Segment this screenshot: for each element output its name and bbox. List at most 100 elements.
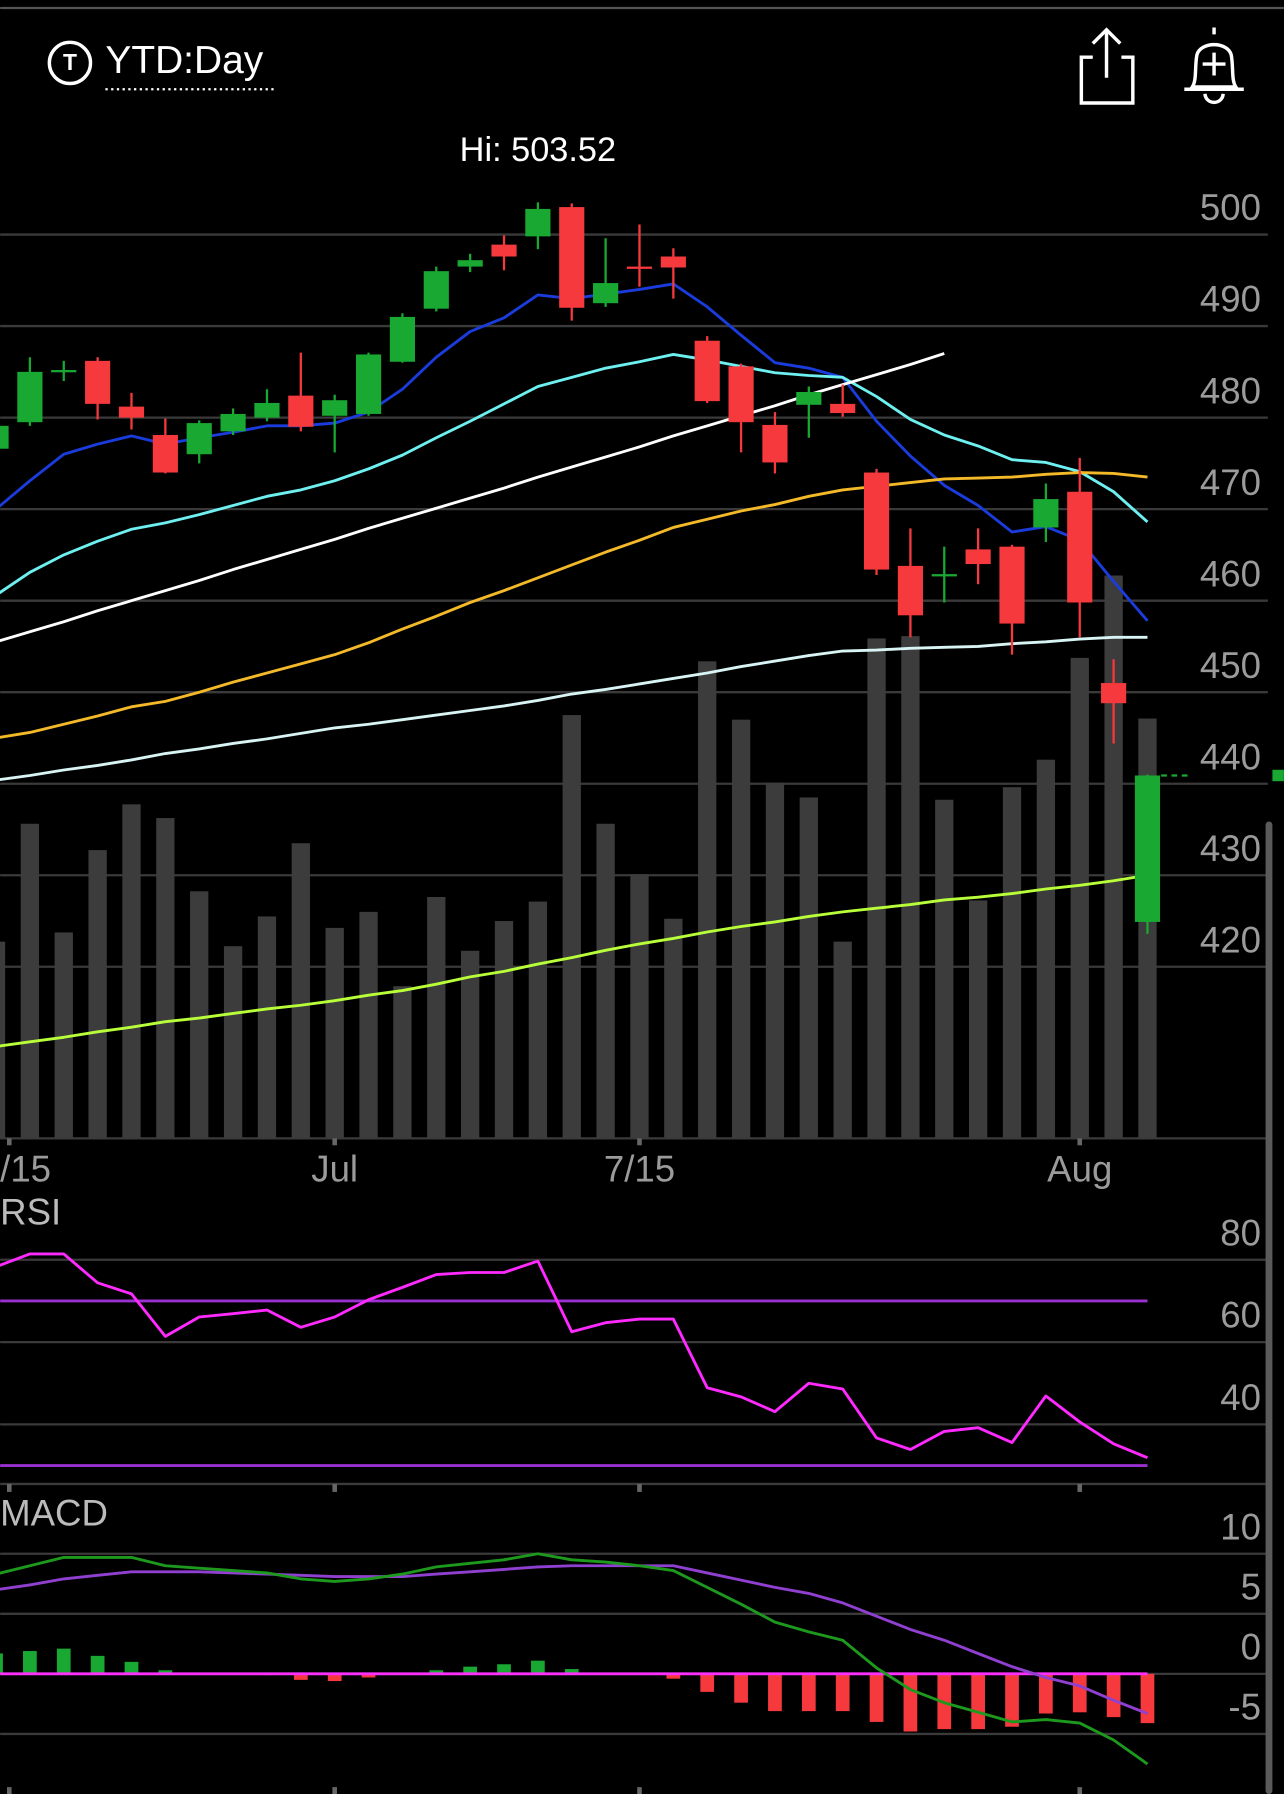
candle-body <box>931 574 957 577</box>
macd-histogram-bar <box>564 1669 579 1674</box>
y-tick-label: 10 <box>1220 1506 1261 1547</box>
volume-bar <box>257 916 277 1139</box>
share-box <box>1079 55 1135 105</box>
macd-histogram-bar <box>734 1673 748 1703</box>
macd-histogram-bar <box>835 1673 850 1712</box>
volume-bar <box>1070 657 1089 1139</box>
volume-bar <box>562 715 581 1139</box>
volume-bar <box>731 719 751 1139</box>
candle-body <box>559 207 585 308</box>
volume-bar <box>867 638 886 1139</box>
candle-body <box>728 366 754 423</box>
y-tick-label: 440 <box>1200 736 1261 777</box>
y-tick-label: 470 <box>1200 462 1261 503</box>
macd-histogram-bar <box>1039 1673 1053 1714</box>
share-arrow <box>1091 27 1122 78</box>
volume-bar <box>528 901 548 1139</box>
macd-histogram-bar <box>531 1660 545 1674</box>
volume-bar <box>122 804 141 1139</box>
macd-histogram-bar <box>869 1673 884 1722</box>
scrollbar[interactable] <box>1265 821 1273 1794</box>
volume-bar <box>20 823 40 1139</box>
volume-bar <box>935 799 954 1139</box>
volume-bar <box>765 782 785 1139</box>
volume-bar <box>223 946 243 1139</box>
macd-histogram-bar <box>0 1653 3 1674</box>
candle-body <box>118 406 145 418</box>
candle-body <box>355 354 382 414</box>
volume-bar <box>968 900 988 1139</box>
volume-bar <box>156 818 175 1139</box>
y-tick-label: -5 <box>1228 1687 1261 1728</box>
volume-bar <box>1036 759 1056 1139</box>
y-tick-label: 500 <box>1200 187 1261 228</box>
volume-bar <box>325 927 344 1139</box>
candle-body <box>897 565 923 616</box>
macd-label: MACD <box>0 1493 108 1534</box>
macd-histogram-bar <box>23 1651 37 1674</box>
volume-bar <box>190 891 209 1139</box>
volume-bar <box>799 797 818 1139</box>
candle-body <box>1101 683 1127 704</box>
candle-body <box>965 549 991 565</box>
macd-line <box>0 1552 1149 1766</box>
volume-bar <box>630 874 649 1139</box>
range-title: YTD:Day <box>105 39 263 82</box>
candle-body <box>491 244 517 257</box>
macd-histogram-bar <box>1140 1673 1155 1724</box>
macd-histogram-bar <box>56 1648 71 1674</box>
range-icon <box>47 40 93 86</box>
candle-body <box>762 424 788 463</box>
volume-bar <box>291 843 310 1139</box>
bell-plus <box>1202 52 1226 76</box>
share-button[interactable] <box>1079 27 1135 105</box>
macd-histogram-bar <box>1072 1673 1087 1713</box>
volume-bar <box>494 921 514 1139</box>
bell-icon <box>1184 27 1244 105</box>
volume-bar <box>596 823 615 1139</box>
volume-bar <box>460 950 480 1139</box>
candle-body <box>863 472 890 570</box>
macd-signal-line <box>0 1564 1148 1715</box>
macd-histogram-bar <box>971 1673 986 1730</box>
candle-body <box>0 425 9 449</box>
candle-body <box>389 316 416 362</box>
candle-body <box>85 360 111 404</box>
range-button[interactable]: T YTD:Day <box>47 39 275 91</box>
candle-body <box>1033 499 1059 528</box>
macd-histogram-bar <box>361 1673 376 1678</box>
macd-histogram-bar <box>801 1673 816 1712</box>
macd-histogram-bar <box>497 1664 511 1674</box>
x-tick-label: Jul <box>311 1148 358 1189</box>
y-tick-label: 460 <box>1200 553 1261 594</box>
alert-button[interactable] <box>1184 27 1244 105</box>
macd-histogram-bar <box>293 1673 308 1680</box>
volume-bar <box>54 932 73 1139</box>
macd-histogram-bar <box>158 1670 173 1674</box>
last-price-marker <box>1272 769 1284 782</box>
candle-body <box>593 283 619 304</box>
y-tick-label: 80 <box>1220 1212 1261 1253</box>
volume-bar <box>1104 575 1123 1139</box>
volume-bar <box>427 897 446 1139</box>
volume-bar <box>664 918 683 1139</box>
candle-body <box>17 371 43 423</box>
volume-bar <box>833 941 852 1139</box>
x-tick-label: 7/15 <box>604 1148 675 1189</box>
y-tick-label: 40 <box>1220 1377 1261 1418</box>
y-tick-label: 450 <box>1200 645 1261 686</box>
moving-average <box>0 353 1149 595</box>
candle-body <box>525 208 551 237</box>
candle-body <box>220 413 246 432</box>
candle-body <box>254 402 280 418</box>
macd-histogram-bar <box>1106 1673 1121 1718</box>
candle-body <box>457 260 483 267</box>
volume-bar <box>88 850 107 1139</box>
volume-bar <box>359 911 378 1139</box>
macd-histogram-bar <box>768 1673 782 1712</box>
candle-body <box>660 256 686 268</box>
macd-histogram-bar <box>90 1655 105 1674</box>
y-tick-label: 60 <box>1220 1295 1261 1336</box>
